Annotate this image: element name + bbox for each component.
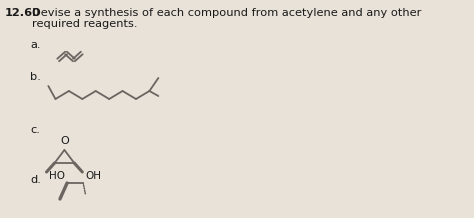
Text: d.: d. <box>30 175 41 185</box>
Text: required reagents.: required reagents. <box>32 19 138 29</box>
Text: O: O <box>60 136 69 146</box>
Text: a.: a. <box>30 40 41 50</box>
Text: Devise a synthesis of each compound from acetylene and any other: Devise a synthesis of each compound from… <box>32 8 421 18</box>
Text: b.: b. <box>30 72 41 82</box>
Text: HO: HO <box>49 171 65 181</box>
Text: 12.60: 12.60 <box>4 8 40 18</box>
Text: c.: c. <box>30 125 40 135</box>
Text: OH: OH <box>85 171 101 181</box>
